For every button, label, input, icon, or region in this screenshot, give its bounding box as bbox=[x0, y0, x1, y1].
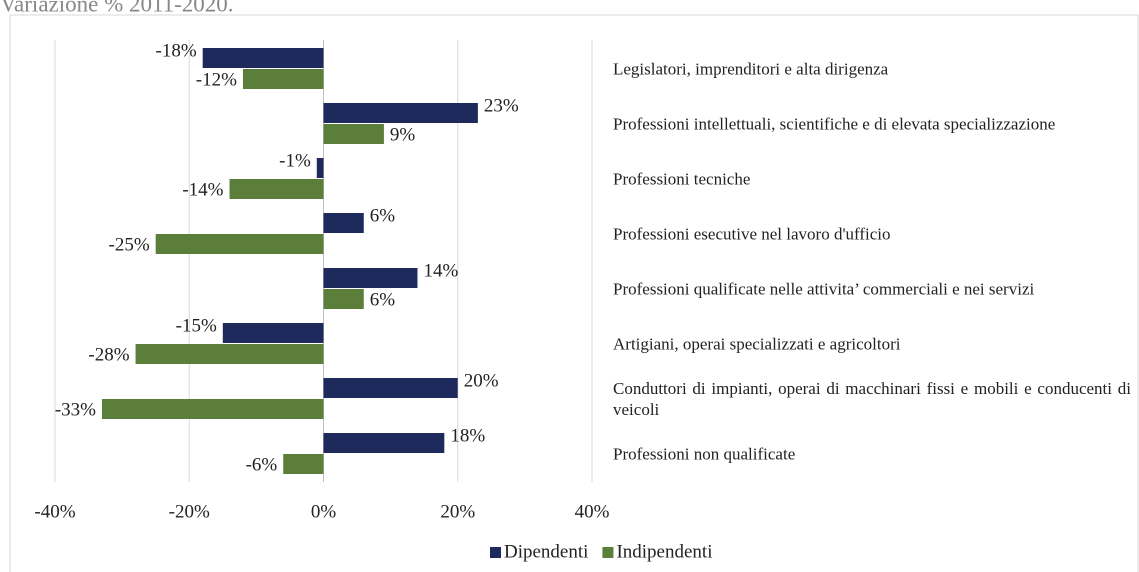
bar bbox=[323, 103, 478, 123]
bar bbox=[323, 268, 418, 288]
category-label: Professioni esecutive nel lavoro d'uffic… bbox=[613, 224, 891, 243]
data-label: 23% bbox=[484, 95, 519, 116]
bar bbox=[323, 124, 384, 144]
bar bbox=[323, 213, 364, 233]
data-label: -1% bbox=[279, 150, 311, 171]
data-label: -6% bbox=[246, 454, 278, 475]
category-label: Professioni intellettuali, scientifiche … bbox=[613, 114, 1056, 133]
category-label: Conduttori di impianti, operai di macchi… bbox=[613, 378, 1131, 419]
data-label: 6% bbox=[370, 205, 396, 226]
data-label: -33% bbox=[55, 399, 96, 420]
x-tick-label: -20% bbox=[169, 501, 210, 522]
data-label: -15% bbox=[176, 315, 217, 336]
x-tick-label: -40% bbox=[34, 501, 75, 522]
legend-swatch bbox=[602, 547, 614, 558]
x-tick-label: 20% bbox=[440, 501, 475, 522]
category-label: Professioni qualificate nelle attivita’ … bbox=[613, 279, 1035, 298]
bar bbox=[323, 378, 458, 398]
data-label: -12% bbox=[196, 69, 237, 90]
chart-border bbox=[9, 14, 1139, 572]
data-label: 14% bbox=[423, 260, 458, 281]
data-label: -28% bbox=[88, 344, 129, 365]
bar bbox=[316, 158, 324, 178]
bar bbox=[229, 179, 324, 199]
data-label: 20% bbox=[464, 370, 499, 391]
bar bbox=[222, 323, 324, 343]
bar bbox=[101, 399, 324, 419]
data-label: -14% bbox=[182, 179, 223, 200]
chart-title: Variazione % 2011-2020. bbox=[0, 0, 234, 16]
legend-swatch bbox=[490, 547, 501, 558]
data-label: 18% bbox=[450, 425, 485, 446]
x-tick-label: 0% bbox=[311, 501, 337, 522]
category-label: Professioni tecniche bbox=[613, 169, 751, 188]
data-label: 9% bbox=[390, 124, 416, 145]
data-label: 6% bbox=[370, 289, 396, 310]
bar bbox=[323, 289, 364, 309]
bar bbox=[283, 454, 324, 474]
category-label: Legislatori, imprenditori e alta dirigen… bbox=[613, 59, 889, 78]
bar bbox=[202, 48, 324, 68]
category-label: Artigiani, operai specializzati e agrico… bbox=[613, 334, 901, 353]
data-label: -25% bbox=[109, 234, 150, 255]
legend-label: Dipendenti bbox=[504, 541, 588, 562]
data-label: -18% bbox=[156, 40, 197, 61]
x-tick-label: 40% bbox=[575, 501, 610, 522]
bar bbox=[135, 344, 324, 364]
legend-label: Indipendenti bbox=[616, 541, 712, 562]
bar bbox=[242, 69, 324, 89]
bar bbox=[155, 234, 324, 254]
bar bbox=[323, 433, 445, 453]
category-label: Professioni non qualificate bbox=[613, 444, 796, 463]
